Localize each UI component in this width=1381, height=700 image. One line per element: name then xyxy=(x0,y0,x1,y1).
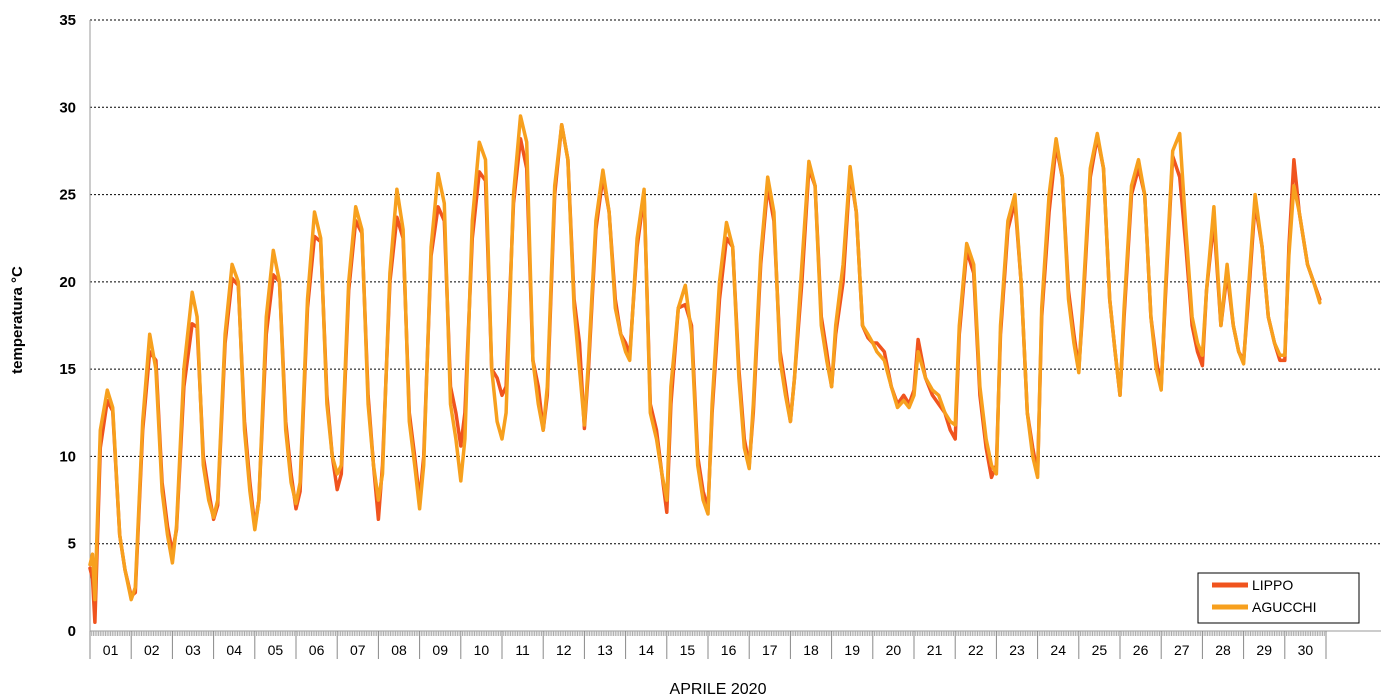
y-tick-label: 25 xyxy=(59,187,76,204)
x-axis-label: APRILE 2020 xyxy=(670,681,767,698)
x-tick-label: 08 xyxy=(391,642,407,658)
legend-box xyxy=(1197,572,1360,624)
y-tick-label: 5 xyxy=(68,536,76,553)
y-axis-label: temperatura °C xyxy=(9,266,26,374)
y-tick-labels: 0 5 10 15 20 25 30 35 xyxy=(59,12,76,640)
series-line-agucchi xyxy=(88,114,1322,602)
x-tick-label: 15 xyxy=(680,642,696,658)
x-axis: 01 02 03 04 05 06 07 08 09 10 11 12 13 14 15 16 17 18 19 20… xyxy=(89,630,1381,659)
x-tick-label: 16 xyxy=(721,642,737,658)
x-tick-label: 12 xyxy=(556,642,572,658)
x-tick-label: 10 xyxy=(474,642,490,658)
legend-label-agucchi: AGUCCHI xyxy=(1252,599,1317,615)
x-tick-label: 17 xyxy=(762,642,778,658)
x-tick-label: 22 xyxy=(968,642,984,658)
x-tick-label: 19 xyxy=(844,642,860,658)
x-tick-label: 03 xyxy=(185,642,201,658)
y-tick-label: 30 xyxy=(59,99,76,116)
x-tick-label: 24 xyxy=(1050,642,1066,658)
x-tick-label: 27 xyxy=(1174,642,1190,658)
x-tick-label: 26 xyxy=(1133,642,1149,658)
x-tick-label: 09 xyxy=(432,642,448,658)
series-lines xyxy=(88,114,1322,625)
x-tick-label: 25 xyxy=(1092,642,1108,658)
x-tick-label: 18 xyxy=(803,642,819,658)
x-tick-label: 01 xyxy=(103,642,119,658)
legend: LIPPO AGUCCHI xyxy=(1197,572,1360,624)
x-tick-label: 04 xyxy=(226,642,242,658)
x-tick-label: 21 xyxy=(927,642,943,658)
x-tick-label: 30 xyxy=(1298,642,1314,658)
x-tick-label: 06 xyxy=(309,642,325,658)
x-tick-label: 23 xyxy=(1009,642,1025,658)
x-tick-label: 02 xyxy=(144,642,160,658)
x-tick-label: 13 xyxy=(597,642,613,658)
x-tick-label: 20 xyxy=(886,642,902,658)
x-tick-label: 14 xyxy=(638,642,654,658)
x-tick-label: 28 xyxy=(1215,642,1231,658)
x-tick-label: 29 xyxy=(1256,642,1272,658)
y-tick-label: 35 xyxy=(59,12,76,29)
y-tick-label: 15 xyxy=(59,361,76,378)
x-tick-label: 07 xyxy=(350,642,366,658)
y-tick-label: 10 xyxy=(59,448,76,465)
x-tick-label: 05 xyxy=(268,642,284,658)
x-tick-label: 11 xyxy=(515,642,530,658)
y-tick-label: 0 xyxy=(68,623,76,640)
y-tick-label: 20 xyxy=(59,274,76,291)
legend-label-lippo: LIPPO xyxy=(1252,577,1293,593)
